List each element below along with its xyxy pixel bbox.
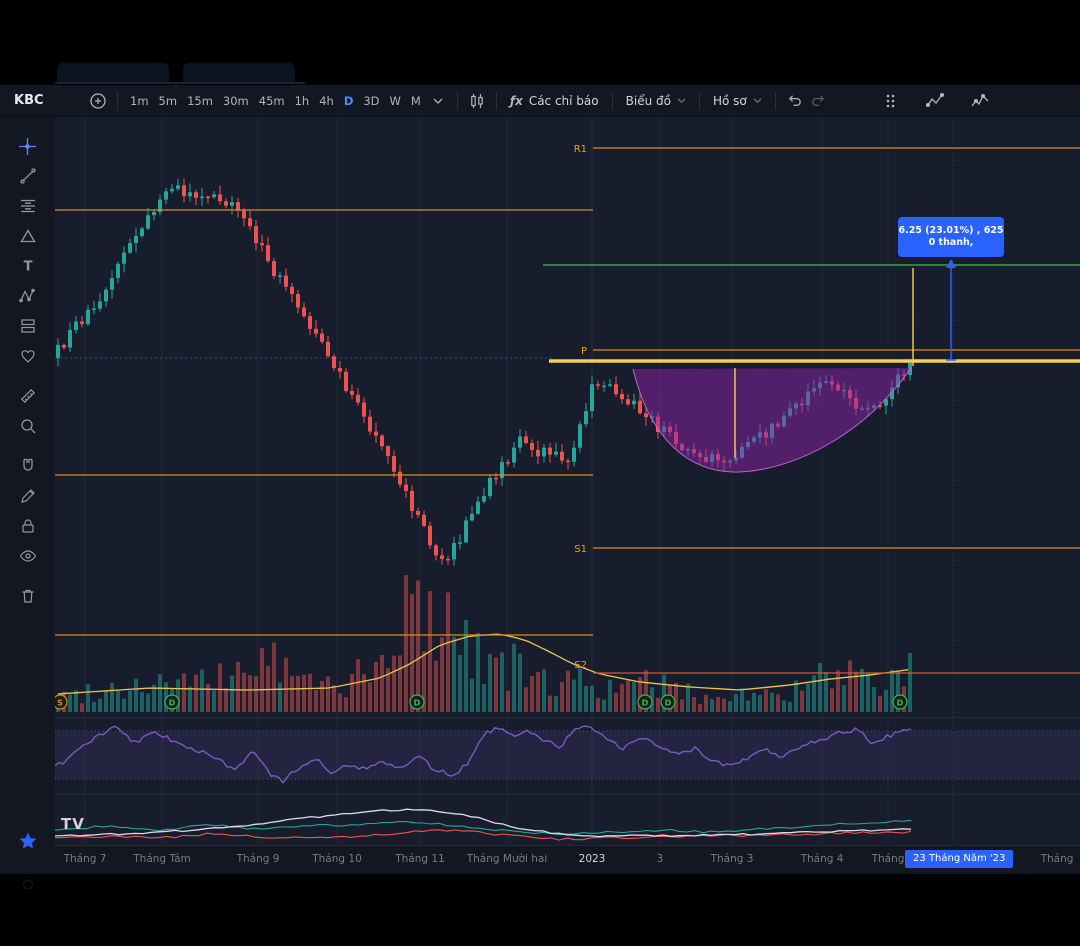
tab-underline: [55, 82, 305, 84]
timeframes-chevron-down-icon[interactable]: [426, 89, 450, 113]
fib-lines-icon[interactable]: [13, 191, 43, 221]
undo-icon[interactable]: [783, 89, 807, 113]
event-marker[interactable]: [892, 694, 908, 710]
svg-text:S2: S2: [574, 660, 587, 671]
top-letterbox: [0, 0, 1080, 85]
timeframe-button[interactable]: 30m: [218, 89, 254, 113]
top-toolbar: KBC 1m 5m 15m 30m 45m 1h 4h D 3D W M ƒx Các chỉ bá…: [0, 85, 1080, 117]
svg-text:D: D: [414, 699, 421, 708]
divider: [117, 91, 118, 110]
divider: [495, 91, 497, 110]
text-tool-icon[interactable]: T: [13, 251, 43, 281]
zigzag-chart-icon[interactable]: [924, 89, 948, 113]
chevron-down-icon: [677, 98, 686, 104]
svg-text:D: D: [665, 699, 672, 708]
xabcd-pattern-icon[interactable]: [13, 281, 43, 311]
toolbar-right-group: [880, 89, 1080, 113]
fx-icon: ƒx: [509, 93, 523, 108]
time-axis-label: Tháng Tám: [133, 853, 191, 865]
plus-circle-icon[interactable]: [86, 89, 110, 113]
bottom-letterbox: [0, 874, 1080, 946]
crosshair-icon[interactable]: [13, 131, 43, 161]
svg-text:S: S: [57, 699, 63, 708]
event-marker[interactable]: [660, 694, 676, 710]
time-axis-label: Tháng 7: [63, 853, 107, 865]
divider: [774, 91, 776, 110]
timeframe-group: 1m 5m 15m 30m 45m 1h 4h D 3D W M: [125, 89, 426, 113]
chevron-down-icon: [753, 98, 762, 104]
lock-icon[interactable]: [13, 511, 43, 541]
tradingview-logo[interactable]: TV: [61, 815, 85, 833]
price-range-bars: 0 thanh,: [928, 237, 974, 248]
position-tool-icon[interactable]: [13, 311, 43, 341]
timeframe-button[interactable]: 15m: [182, 89, 218, 113]
time-axis-label: Tháng 4: [800, 853, 844, 865]
price-range-label[interactable]: 6.25 (23.01%) , 625 0 thanh,: [898, 217, 1004, 257]
event-marker[interactable]: [55, 694, 68, 710]
price-range-value: 6.25 (23.01%) , 625: [898, 224, 1004, 236]
time-axis-label: 2023: [578, 853, 606, 865]
svg-text:T: T: [23, 260, 32, 275]
time-axis-label: Tháng 3: [710, 853, 754, 865]
dots-grid-icon[interactable]: [880, 89, 904, 113]
svg-text:S1: S1: [574, 544, 587, 555]
timeframe-button[interactable]: 5m: [154, 89, 183, 113]
magnet-icon[interactable]: [13, 451, 43, 481]
timeframe-button[interactable]: D: [339, 89, 359, 113]
svg-text:D: D: [897, 699, 904, 708]
drawing-toolbar: T: [0, 117, 55, 874]
svg-text:R1: R1: [574, 144, 587, 155]
svg-text:P: P: [581, 346, 587, 357]
time-axis-label: Tháng Mười hai: [466, 853, 548, 865]
timeframe-button[interactable]: 45m: [254, 89, 290, 113]
svg-text:D: D: [169, 699, 176, 708]
time-axis-label: Tháng: [871, 853, 905, 865]
symbol-button[interactable]: KBC: [14, 93, 44, 108]
chart-menu-button[interactable]: Biểu đồ: [620, 89, 692, 113]
event-marker[interactable]: [164, 694, 180, 710]
profile-label: Hồ sơ: [712, 93, 747, 108]
timeframe-button[interactable]: 1h: [290, 89, 315, 113]
window-tab-ghost: [57, 63, 169, 83]
chart-menu-label: Biểu đồ: [625, 93, 671, 108]
emoji-heart-icon[interactable]: [13, 341, 43, 371]
trash-icon[interactable]: [13, 581, 43, 611]
divider: [698, 91, 700, 110]
zoom-icon[interactable]: [13, 411, 43, 441]
time-axis-label: Tháng 9: [236, 853, 280, 865]
redo-icon[interactable]: [807, 89, 831, 113]
time-axis-label: Tháng: [1040, 853, 1074, 865]
window-tab-ghost: [183, 63, 295, 83]
timeframe-button[interactable]: 3D: [358, 89, 384, 113]
time-axis-label: 3: [656, 853, 664, 865]
trend-line-icon[interactable]: [13, 161, 43, 191]
selected-date-badge: 23 Tháng Năm '23: [905, 850, 1014, 868]
time-axis-label: Tháng 10: [312, 853, 362, 865]
magic-wand-icon: [20, 874, 36, 893]
indicators-button[interactable]: ƒx Các chỉ báo: [504, 89, 605, 113]
event-marker[interactable]: [637, 694, 653, 710]
timeframe-button[interactable]: W: [385, 89, 406, 113]
timeframe-button[interactable]: M: [406, 89, 426, 113]
eye-icon[interactable]: [13, 541, 43, 571]
triangle-shape-icon[interactable]: [13, 221, 43, 251]
time-axis[interactable]: Tháng 7 Tháng Tám Tháng 9 Tháng 10 Tháng 11 T…: [55, 845, 1080, 874]
profile-menu-button[interactable]: Hồ sơ: [707, 89, 768, 113]
ruler-icon[interactable]: [13, 381, 43, 411]
svg-text:D: D: [642, 699, 649, 708]
divider: [456, 91, 458, 110]
candlestick-style-icon[interactable]: [465, 89, 489, 113]
divider: [611, 91, 613, 110]
favorites-star-icon[interactable]: [13, 826, 43, 856]
timeframe-button[interactable]: 1m: [125, 89, 154, 113]
time-axis-label: Tháng 11: [395, 853, 445, 865]
pencil-icon[interactable]: [13, 481, 43, 511]
event-marker[interactable]: [409, 694, 425, 710]
zigzag-nodes-icon[interactable]: [968, 89, 992, 113]
indicators-label: Các chỉ báo: [528, 93, 599, 108]
chart-area[interactable]: R1 P S1 S2 S D D D D D 6.25 (23.01%) , 625 0 than…: [55, 117, 1080, 845]
timeframe-button[interactable]: 4h: [314, 89, 339, 113]
